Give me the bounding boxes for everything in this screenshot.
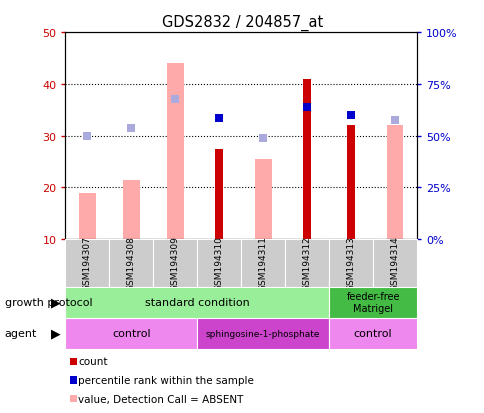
Bar (166, 64, 183, 240)
Text: GSM194313: GSM194313 (346, 236, 355, 291)
Text: count: count (78, 356, 107, 366)
Bar (372, 240, 416, 287)
Text: GSM194307: GSM194307 (83, 236, 92, 291)
Bar (255, 159, 271, 240)
Text: GSM194308: GSM194308 (127, 236, 136, 291)
Text: ▶: ▶ (51, 296, 60, 309)
Bar (153, 240, 197, 287)
Text: GSM194314: GSM194314 (390, 236, 399, 291)
Text: GSM194310: GSM194310 (214, 236, 223, 291)
Text: sphingosine-1-phosphate: sphingosine-1-phosphate (206, 329, 320, 338)
Text: GSM194309: GSM194309 (170, 236, 180, 291)
Text: ▶: ▶ (51, 327, 60, 340)
Bar (65, 287, 329, 318)
Bar (65, 240, 109, 287)
Bar (302, 79, 311, 240)
Text: agent: agent (5, 328, 37, 339)
Text: value, Detection Call = ABSENT: value, Detection Call = ABSENT (78, 394, 243, 404)
Bar (79, 193, 96, 240)
Bar (386, 126, 403, 240)
Text: control: control (112, 328, 151, 339)
Bar (197, 240, 241, 287)
Bar (65, 318, 197, 349)
Bar (109, 240, 153, 287)
Text: growth protocol: growth protocol (5, 297, 92, 308)
Text: GSM194311: GSM194311 (258, 236, 267, 291)
Bar (215, 149, 223, 240)
Bar (197, 318, 329, 349)
Bar (241, 240, 285, 287)
Text: control: control (353, 328, 392, 339)
Bar (123, 180, 139, 240)
Bar (347, 126, 354, 240)
Bar (329, 240, 372, 287)
Text: rank, Detection Call = ABSENT: rank, Detection Call = ABSENT (78, 412, 238, 413)
Text: GDS2832 / 204857_at: GDS2832 / 204857_at (162, 14, 322, 31)
Text: feeder-free
Matrigel: feeder-free Matrigel (346, 292, 399, 313)
Bar (285, 240, 329, 287)
Bar (329, 287, 416, 318)
Bar (329, 318, 416, 349)
Text: percentile rank within the sample: percentile rank within the sample (78, 375, 254, 385)
Text: standard condition: standard condition (145, 297, 249, 308)
Text: GSM194312: GSM194312 (302, 236, 311, 291)
